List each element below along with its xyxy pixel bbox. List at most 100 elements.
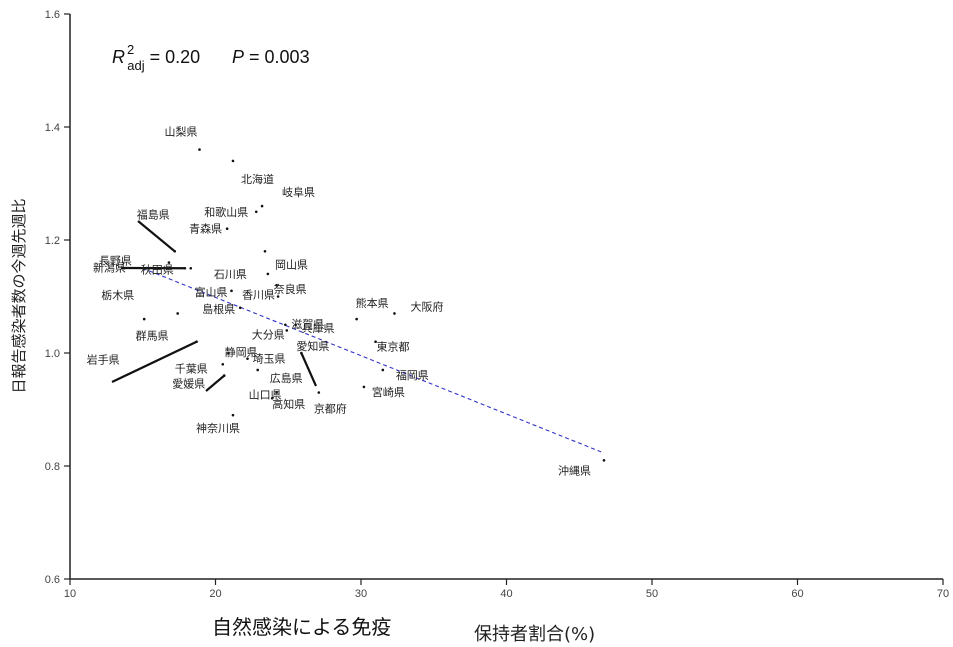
point-label: 岩手県	[87, 353, 120, 367]
point-label: 東京都	[377, 340, 410, 354]
point-label: 山梨県	[164, 125, 197, 139]
data-point	[238, 306, 242, 310]
point-label: 北海道	[241, 172, 274, 186]
data-point	[374, 340, 377, 344]
data-point	[300, 351, 303, 355]
y-axis-title: 日報告感染者数の今週先週比	[10, 198, 28, 393]
y-ticks: 0.6 0.8 1.0 1.2 1.4 1.6	[45, 9, 70, 586]
point-label: 群馬県	[136, 328, 169, 342]
point-label: 石川県	[214, 268, 247, 281]
point-label: 熊本県	[356, 296, 389, 310]
data-point	[231, 413, 235, 417]
data-point	[231, 159, 235, 163]
leader-line	[300, 352, 318, 387]
point-label: 高知県	[272, 397, 305, 411]
y-tick-label: 1.2	[45, 235, 60, 247]
point-label: 埼玉県	[253, 352, 286, 366]
point-label: 沖縄県	[558, 463, 591, 477]
point-label: 滋賀県	[291, 318, 324, 331]
point-label: 島根県	[202, 302, 235, 316]
leader-lines	[111, 220, 318, 392]
point-label: 奈良県	[274, 282, 307, 296]
data-point	[362, 385, 366, 389]
x-axis-title-main: 自然感染による免疫	[212, 615, 391, 639]
point-label: 秋田県	[141, 262, 174, 276]
point-label: 岡山県	[275, 258, 308, 271]
data-point	[142, 317, 146, 321]
data-point	[173, 250, 177, 253]
data-point	[263, 250, 267, 253]
data-point	[225, 227, 229, 230]
x-tick-label: 40	[500, 588, 512, 600]
point-label: 青森県	[189, 222, 222, 236]
x-tick-label: 50	[646, 588, 658, 600]
p-value-text: P = 0.003	[232, 47, 310, 67]
point-label: 大阪府	[410, 299, 443, 313]
data-point	[176, 312, 179, 315]
point-label: 福島県	[137, 207, 170, 221]
regression-line	[142, 267, 602, 453]
data-point	[227, 351, 230, 355]
point-label: 愛媛県	[172, 377, 205, 391]
data-point	[285, 329, 289, 332]
r-squared-text: R 2 adj = 0.20	[112, 42, 200, 73]
point-label: 大分県	[252, 327, 285, 341]
y-tick-label: 1.0	[45, 348, 60, 360]
data-point	[189, 266, 193, 270]
x-tick-label: 30	[355, 588, 367, 600]
x-tick-label: 20	[209, 588, 221, 600]
point-label: 千葉県	[175, 361, 208, 375]
point-label: 和歌山県	[204, 205, 248, 219]
data-point	[256, 368, 259, 372]
data-point	[246, 357, 249, 360]
point-label: 岐阜県	[282, 186, 315, 199]
data-point	[284, 323, 287, 327]
data-point	[270, 396, 274, 400]
y-tick-label: 1.6	[45, 9, 60, 21]
data-point	[167, 261, 171, 264]
leader-line	[205, 374, 225, 392]
data-point	[275, 283, 278, 287]
point-label: 香川県	[242, 289, 275, 302]
data-point	[393, 312, 396, 315]
data-point	[266, 272, 270, 276]
data-point	[221, 363, 225, 366]
point-label: 長野県	[99, 255, 132, 268]
x-tick-label: 10	[64, 588, 76, 600]
point-label: 栃木県	[101, 288, 134, 302]
point-label: 愛知県	[296, 339, 329, 353]
data-points	[142, 148, 606, 462]
data-point	[381, 368, 385, 372]
data-point	[355, 317, 358, 321]
fit-annotation: R 2 adj = 0.20 P = 0.003	[112, 42, 310, 73]
data-point	[294, 323, 297, 327]
point-label: 広島県	[270, 371, 303, 385]
data-point	[198, 148, 201, 151]
data-point	[317, 391, 321, 394]
point-label: 京都府	[314, 402, 347, 416]
x-axis-title-suffix: 保持者割合(%)	[474, 624, 595, 645]
regression-line-group	[142, 267, 602, 453]
data-point	[276, 295, 280, 298]
leader-line	[111, 340, 198, 383]
point-label: 富山県	[195, 285, 228, 299]
point-label: 山口県	[249, 389, 282, 402]
data-point	[195, 340, 198, 344]
point-label: 神奈川県	[196, 421, 240, 435]
x-tick-label: 70	[937, 588, 949, 600]
data-point	[602, 459, 606, 462]
data-point	[222, 374, 226, 377]
data-point	[183, 266, 187, 270]
y-tick-label: 0.6	[45, 574, 60, 586]
data-point	[260, 204, 264, 208]
leader-line	[137, 220, 176, 253]
data-point	[230, 289, 233, 293]
point-label: 宮崎県	[372, 385, 405, 399]
point-label: 静岡県	[225, 345, 258, 359]
data-point	[275, 391, 278, 394]
point-label: 新潟県	[93, 260, 126, 274]
point-label: 福岡県	[396, 368, 429, 382]
data-point	[254, 210, 258, 214]
x-tick-label: 60	[791, 588, 803, 600]
